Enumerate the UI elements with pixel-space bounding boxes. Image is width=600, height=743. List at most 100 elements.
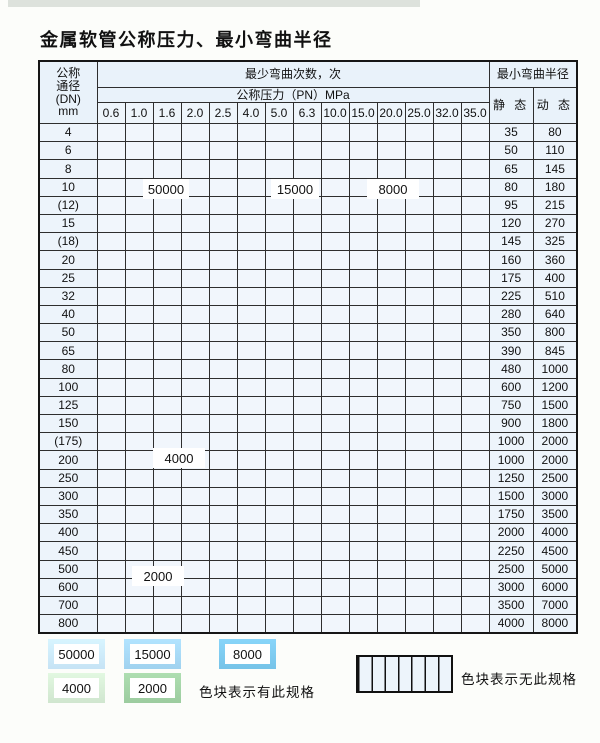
legend-swatch-value: 2000: [130, 678, 175, 698]
no-spec-cell: [460, 232, 490, 252]
no-spec-cell: [460, 614, 490, 634]
static-radius-cell: 120: [488, 213, 534, 234]
no-spec-cell: [292, 450, 322, 470]
pressure-col-header: 0.6: [96, 102, 126, 124]
no-spec-cell: [320, 450, 350, 470]
dn-cell: 125: [38, 395, 98, 416]
spec-cell: [180, 286, 210, 306]
spec-cell: [348, 232, 378, 252]
spec-cell: [124, 286, 154, 306]
dn-cell: 6: [38, 141, 98, 161]
dn-cell: 15: [38, 213, 98, 234]
dynamic-radius-cell: 7000: [532, 595, 578, 616]
spec-cell: [152, 413, 182, 434]
spec-cell: [320, 304, 350, 325]
spec-cell: [348, 268, 378, 288]
no-spec-cell: [236, 523, 266, 543]
spec-cell: [180, 359, 210, 379]
dynamic-radius-cell: 800: [532, 323, 578, 343]
spec-cell: [124, 486, 154, 506]
spec-cell: [264, 304, 294, 325]
no-spec-cell: [320, 377, 350, 397]
no-spec-cell: [460, 159, 490, 179]
no-spec-cell: [264, 559, 294, 579]
dn-cell: 700: [38, 595, 98, 616]
spec-cell: [208, 122, 238, 143]
static-radius-cell: 280: [488, 304, 534, 325]
dn-cell: 65: [38, 341, 98, 361]
spec-cell: [264, 122, 294, 143]
dn-cell: 450: [38, 541, 98, 561]
spec-cell: [264, 341, 294, 361]
no-spec-cell: [292, 614, 322, 634]
no-spec-cell: [432, 304, 462, 325]
spec-cell: [236, 395, 266, 416]
spec-cell: [264, 141, 294, 161]
table-row: 500 2500 5000: [38, 559, 578, 579]
table-row: 6 50 110: [38, 141, 578, 161]
no-spec-cell: [404, 268, 434, 288]
spec-cell: [152, 141, 182, 161]
legend-swatch-50000: 50000: [48, 639, 105, 669]
nominal-pressure-header: 公称压力（PN）MPa: [96, 87, 490, 103]
spec-cell: [376, 250, 406, 270]
no-spec-cell: [320, 559, 350, 579]
spec-cell: [124, 323, 154, 343]
pressure-col-header: 32.0: [432, 102, 462, 124]
no-spec-cell: [348, 523, 378, 543]
spec-cell: [236, 486, 266, 506]
spec-cell: [236, 468, 266, 488]
table-row: 150 900 1800: [38, 413, 578, 434]
no-spec-cell: [264, 541, 294, 561]
dn-cell: 80: [38, 359, 98, 379]
spec-cell: [208, 213, 238, 234]
dn-cell: 50: [38, 323, 98, 343]
spec-cell: [124, 268, 154, 288]
dn-header-line: (DN): [55, 91, 81, 106]
no-spec-cell: [404, 486, 434, 506]
spec-cell: [236, 377, 266, 397]
no-spec-cell: [432, 523, 462, 543]
no-spec-cell: [264, 504, 294, 525]
dynamic-radius-cell: 80: [532, 122, 578, 143]
no-spec-cell: [292, 595, 322, 616]
spec-cell: [124, 595, 154, 616]
dn-cell: 250: [38, 468, 98, 488]
spec-cell: [208, 177, 238, 197]
spec-cell: [152, 504, 182, 525]
spec-cell: [236, 304, 266, 325]
spec-cell: [404, 195, 434, 215]
spec-cell: [180, 250, 210, 270]
no-spec-cell: [432, 159, 462, 179]
no-spec-cell: [376, 450, 406, 470]
static-radius-cell: 750: [488, 395, 534, 416]
static-radius-cell: 160: [488, 250, 534, 270]
min-bend-radius-header: 最小弯曲半径: [488, 60, 578, 88]
spec-cell: [208, 523, 238, 543]
no-spec-cell: [348, 413, 378, 434]
no-spec-cell: [460, 413, 490, 434]
pressure-col-header: 6.3: [292, 102, 322, 124]
no-spec-cell: [404, 323, 434, 343]
dn-cell: 20: [38, 250, 98, 270]
spec-cell: [124, 523, 154, 543]
no-spec-cell: [404, 341, 434, 361]
table-row: 600 3000 6000: [38, 577, 578, 597]
spec-cell: [208, 323, 238, 343]
no-spec-cell: [460, 432, 490, 452]
table-row: (18) 145 325: [38, 232, 578, 252]
spec-cell: [320, 268, 350, 288]
spec-cell: [152, 195, 182, 215]
no-spec-cell: [348, 486, 378, 506]
spec-cell: [124, 468, 154, 488]
dn-cell: 400: [38, 523, 98, 543]
table-row: 32 225 510: [38, 286, 578, 306]
no-spec-cell: [404, 541, 434, 561]
no-spec-cell: [432, 250, 462, 270]
legend-striped-sample: [356, 655, 453, 693]
spec-cell: [292, 159, 322, 179]
pressure-values-row: 0.6 1.0 1.6 2.0 2.5 4.0 5.0 6.3 10.0 15.0 20.0 25.0…: [39, 102, 577, 124]
spec-cell: [96, 323, 126, 343]
no-spec-cell: [376, 541, 406, 561]
spec-cell: [376, 159, 406, 179]
